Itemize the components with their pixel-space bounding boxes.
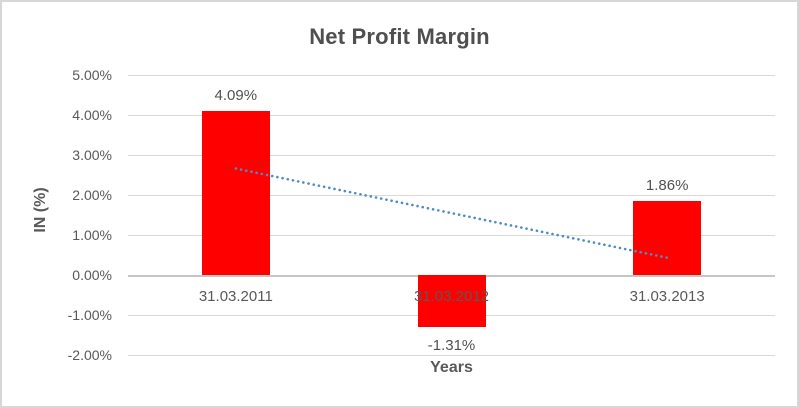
x-axis-title: Years	[430, 359, 473, 376]
y-axis-tick-label: -1.00%	[67, 307, 112, 323]
x-axis-category-labels: 31.03.2011 31.03.2012 31.03.2013	[128, 75, 775, 355]
data-label: 1.86%	[645, 176, 689, 194]
chart-title: Net Profit Margin	[309, 24, 490, 49]
bar-series-layer	[128, 75, 775, 355]
gridline	[128, 75, 775, 76]
y-axis-tick-label: 1.00%	[72, 227, 112, 243]
gridline	[128, 195, 775, 196]
gridline	[128, 235, 775, 236]
x-axis-category-label: 31.03.2012	[413, 288, 490, 305]
data-labels-layer: 4.09% -1.31% 1.86%	[128, 75, 775, 355]
y-axis-tick-label: 0.00%	[72, 267, 112, 283]
y-axis-tick-label: 5.00%	[72, 67, 112, 83]
y-axis-tick-label: 3.00%	[72, 147, 112, 163]
data-label: 4.09%	[214, 87, 258, 105]
y-axis-tick-label: -2.00%	[67, 347, 112, 363]
bar	[417, 275, 486, 328]
y-axis-tick-labels: 5.00% 4.00% 3.00% 2.00% 1.00% 0.00% -1.00% -2.0…	[2, 2, 112, 406]
plot-area: 31.03.2011 31.03.2012 31.03.2013 4.09% -1.3…	[128, 75, 775, 356]
y-axis-tick-label: 2.00%	[72, 187, 112, 203]
bar	[633, 200, 702, 275]
x-axis-category-label: 31.03.2013	[629, 288, 705, 305]
x-axis-category-label: 31.03.2011	[198, 288, 273, 305]
bar	[201, 111, 270, 275]
trendline-dotted	[234, 167, 669, 260]
y-axis-tick-label: 4.00%	[72, 107, 112, 123]
data-label: -1.31%	[427, 337, 476, 355]
trendline	[234, 167, 669, 260]
gridline	[128, 115, 775, 116]
gridline	[128, 155, 775, 156]
gridline	[128, 355, 775, 356]
